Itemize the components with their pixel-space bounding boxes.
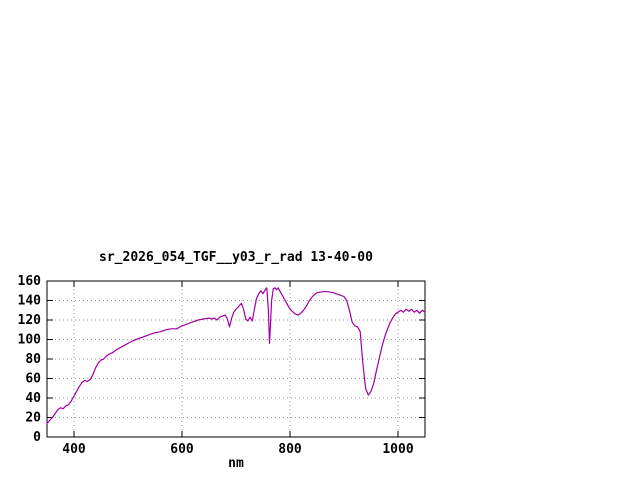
x-tick-label: 600	[170, 442, 194, 457]
data-series	[46, 287, 426, 424]
y-tick-label: 160	[18, 274, 42, 289]
y-tick-label: 20	[25, 411, 41, 426]
y-tick-label: 80	[25, 352, 41, 367]
tick-marks	[47, 280, 425, 438]
spectrum-curve	[46, 287, 426, 424]
x-tick-label: 800	[278, 442, 302, 457]
y-tick-label: 0	[33, 430, 41, 445]
y-tick-label: 100	[18, 333, 42, 348]
y-tick-label: 60	[25, 372, 41, 387]
x-tick-label: 400	[62, 442, 86, 457]
y-tick-label: 120	[18, 313, 42, 328]
x-tick-label: 1000	[382, 442, 413, 457]
x-axis-tick-labels: 400 600 800 1000	[62, 442, 414, 457]
x-axis-label: nm	[228, 456, 244, 471]
y-axis-tick-labels: 0 20 40 60 80 100 120 140 160	[18, 274, 42, 445]
chart-title: sr_2026_054_TGF__y03_r_rad 13-40-00	[99, 250, 373, 265]
y-tick-label: 140	[18, 294, 42, 309]
y-tick-label: 40	[25, 391, 41, 406]
